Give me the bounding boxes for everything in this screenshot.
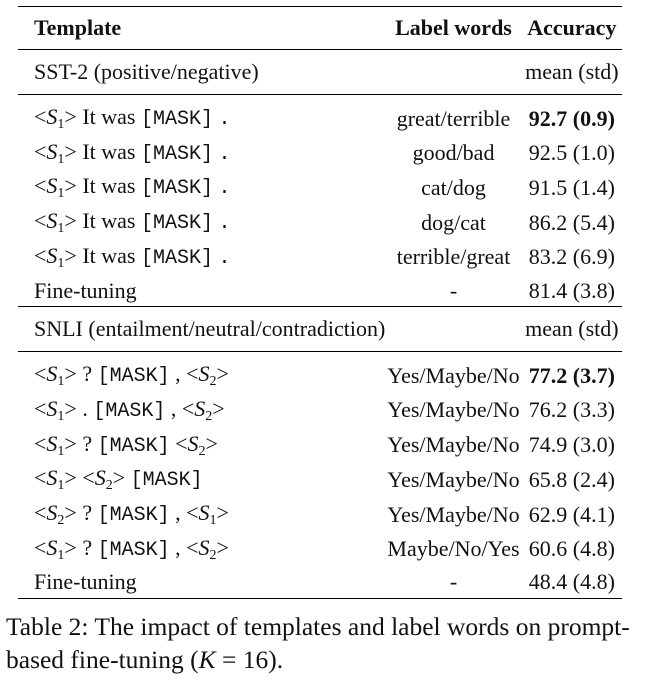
template-cell: <S1> . [MASK] , <S2> — [34, 395, 225, 424]
sst2-section-title: SST-2 (positive/negative) — [18, 49, 386, 95]
template-cell: <S2> ? [MASK] , <S1> — [34, 500, 229, 529]
table-caption: Table 2: The impact of templates and lab… — [6, 612, 630, 674]
template-cell: <S1> ? [MASK] , <S2> — [18, 351, 386, 393]
snli-section-row: SNLI (entailment/neutral/contradiction) … — [18, 306, 622, 352]
template-cell: <S1> It was [MASK] . — [18, 93, 386, 136]
header-accuracy: Accuracy — [521, 6, 622, 50]
label-words-cell: - — [385, 566, 522, 600]
accuracy-cell: 81.4 (3.8) — [528, 277, 615, 303]
label-words-cell: - — [449, 277, 458, 303]
accuracy-cell: 48.4 (4.8) — [521, 566, 622, 600]
table-row: <S1> ? [MASK] <S2> Yes/Maybe/No 74.9 (3.… — [18, 428, 622, 463]
sst2-section-row: SST-2 (positive/negative) mean (std) — [18, 49, 622, 95]
template-cell: <S1> ? [MASK] , <S2> — [34, 534, 229, 563]
header-template: Template — [18, 6, 386, 50]
accuracy-cell: 86.2 (5.4) — [528, 209, 615, 235]
accuracy-cell: 60.6 (4.8) — [528, 536, 615, 562]
label-words-cell: terrible/great — [396, 244, 511, 270]
label-words-cell: cat/dog — [421, 174, 486, 200]
label-words-cell: Yes/Maybe/No — [387, 397, 520, 423]
table-row: <S1> It was [MASK] . great/terrible 92.7… — [18, 93, 622, 136]
label-words-cell: Yes/Maybe/No — [385, 351, 522, 393]
accuracy-cell: 92.7 (0.9) — [521, 93, 622, 136]
accuracy-cell: 62.9 (4.1) — [528, 501, 615, 527]
table-row: <S1> It was [MASK] . cat/dog 91.5 (1.4) — [18, 170, 622, 205]
label-words-cell: Yes/Maybe/No — [387, 432, 520, 458]
label-words-cell: dog/cat — [421, 209, 486, 235]
table-row: <S1> It was [MASK] . terrible/great 83.2… — [18, 240, 622, 275]
table-row: <S1> It was [MASK] . dog/cat 86.2 (5.4) — [18, 205, 622, 240]
template-cell: <S1> It was [MASK] . — [34, 173, 231, 202]
label-words-cell: Maybe/No/Yes — [387, 536, 520, 562]
table-row: <S1> It was [MASK] . good/bad 92.5 (1.0) — [18, 136, 622, 171]
label-words-cell: good/bad — [412, 140, 495, 166]
label-words-cell: Yes/Maybe/No — [387, 466, 520, 492]
template-cell: <S1> It was [MASK] . — [34, 138, 231, 167]
accuracy-cell: 91.5 (1.4) — [528, 174, 615, 200]
table-row: <S1> <S2> [MASK] Yes/Maybe/No 65.8 (2.4) — [18, 462, 622, 497]
table-row: <S1> ? [MASK] , <S2> Maybe/No/Yes 60.6 (… — [18, 532, 622, 567]
results-table-container: Template Label words Accuracy SST-2 (pos… — [18, 6, 622, 600]
snli-section-title: SNLI (entailment/neutral/contradiction) — [18, 306, 386, 352]
accuracy-cell: 83.2 (6.9) — [528, 244, 615, 270]
table-row: <S2> ? [MASK] , <S1> Yes/Maybe/No 62.9 (… — [18, 497, 622, 532]
table-row: <S1> . [MASK] , <S2> Yes/Maybe/No 76.2 (… — [18, 393, 622, 428]
accuracy-cell: 74.9 (3.0) — [528, 432, 615, 458]
template-cell: <S1> ? [MASK] <S2> — [34, 430, 218, 459]
label-words-cell: great/terrible — [385, 93, 522, 136]
table-row: <S1> ? [MASK] , <S2> Yes/Maybe/No 77.2 (… — [18, 351, 622, 393]
template-cell: Fine-tuning — [18, 566, 386, 600]
header-label-words: Label words — [385, 6, 522, 50]
accuracy-cell: 76.2 (3.3) — [528, 397, 615, 423]
label-words-cell: Yes/Maybe/No — [387, 501, 520, 527]
template-cell: <S1> It was [MASK] . — [34, 208, 231, 237]
results-table: Template Label words Accuracy SST-2 (pos… — [18, 6, 622, 600]
accuracy-cell: 77.2 (3.7) — [521, 351, 622, 393]
template-cell: <S1> It was [MASK] . — [34, 242, 231, 271]
template-cell: Fine-tuning — [34, 277, 137, 303]
template-cell: <S1> <S2> [MASK] — [34, 465, 203, 494]
header-row: Template Label words Accuracy — [18, 6, 622, 50]
accuracy-cell: 92.5 (1.0) — [528, 140, 615, 166]
table-row: Fine-tuning - 48.4 (4.8) — [18, 566, 622, 600]
snli-section-metric: mean (std) — [521, 306, 622, 352]
sst2-section-metric: mean (std) — [521, 49, 622, 95]
accuracy-cell: 65.8 (2.4) — [528, 466, 615, 492]
table-row: Fine-tuning - 81.4 (3.8) — [18, 275, 622, 307]
